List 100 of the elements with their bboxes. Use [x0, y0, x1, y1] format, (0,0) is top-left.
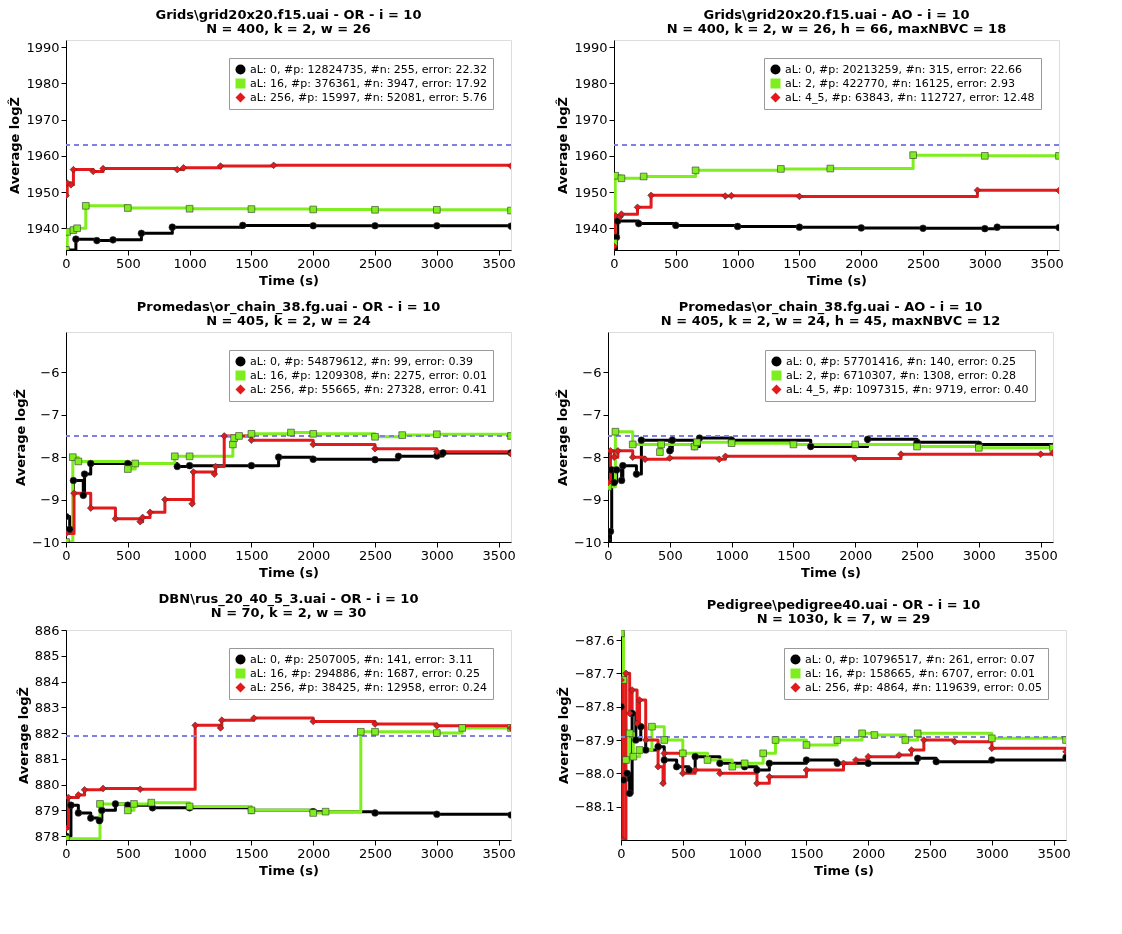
legend-label: aL: 16, #p: 376361, #n: 3947, error: 17.92: [250, 76, 487, 90]
x-tick-label: 3000: [962, 547, 996, 563]
legend-label: aL: 2, #p: 6710307, #n: 1308, error: 0.28: [786, 368, 1016, 382]
x-tick-label: 3000: [968, 255, 1002, 271]
x-axis-title: Time (s): [259, 272, 319, 288]
legend-label: aL: 4_5, #p: 63843, #n: 112727, error: 12.48: [785, 90, 1035, 104]
y-tick-label: 1980: [26, 75, 60, 91]
y-tick-label: 886: [34, 622, 60, 638]
x-tick-label: 500: [670, 845, 696, 861]
x-tick-label: 2000: [839, 547, 873, 563]
y-tick-label: −6: [40, 364, 60, 380]
x-tick-label: 2000: [297, 845, 331, 861]
x-axis-title: Time (s): [814, 862, 874, 878]
y-axis-title: Average logẐ: [15, 687, 31, 784]
chart-title: DBN\rus_20_40_5_3.uai - OR - i = 10: [158, 591, 419, 607]
y-tick-label: −7: [582, 407, 602, 423]
y-tick-label: 879: [34, 802, 60, 818]
legend-label: aL: 256, #p: 15997, #n: 52081, error: 5.76: [250, 90, 487, 104]
y-tick-label: −87.7: [574, 665, 615, 681]
legend-label: aL: 4_5, #p: 1097315, #n: 9719, error: 0.40: [786, 382, 1029, 396]
x-tick-label: 0: [604, 547, 613, 563]
legend-label: aL: 2, #p: 422770, #n: 16125, error: 2.93: [785, 76, 1015, 90]
y-tick-label: 1940: [574, 220, 608, 236]
x-tick-label: 3500: [482, 845, 516, 861]
x-tick-label: 1000: [721, 255, 755, 271]
x-tick-label: 3500: [482, 255, 516, 271]
y-tick-label: 881: [34, 751, 60, 767]
x-tick-label: 2500: [913, 845, 948, 861]
y-tick-label: 882: [34, 725, 60, 741]
x-tick-label: 1500: [235, 845, 269, 861]
x-tick-label: 1000: [728, 845, 762, 861]
x-tick-label: 3000: [420, 845, 454, 861]
x-tick-label: 1000: [173, 845, 207, 861]
x-tick-label: 1000: [715, 547, 749, 563]
x-tick-label: 2000: [297, 255, 331, 271]
x-tick-label: 500: [115, 255, 141, 271]
x-tick-label: 1000: [173, 547, 207, 563]
y-tick-label: −10: [32, 534, 60, 550]
x-tick-label: 500: [663, 255, 689, 271]
x-tick-label: 3500: [1030, 255, 1064, 271]
x-tick-label: 0: [617, 845, 626, 861]
y-tick-label: 1980: [574, 75, 608, 91]
chart-subtitle: N = 70, k = 2, w = 30: [210, 605, 367, 620]
x-tick-label: 0: [62, 255, 71, 271]
y-tick-label: −87.9: [574, 732, 615, 748]
y-axis-title: Average logẐ: [7, 97, 23, 194]
y-tick-label: −88.0: [574, 765, 615, 781]
y-tick-label: −9: [582, 492, 602, 508]
legend-label: aL: 0, #p: 2507005, #n: 141, error: 3.11: [250, 652, 473, 666]
x-tick-label: 2500: [900, 547, 935, 563]
y-axis-title: Average logẐ: [555, 687, 571, 784]
y-tick-label: 884: [34, 674, 60, 690]
x-axis-title: Time (s): [807, 272, 867, 288]
chart-subtitle: N = 1030, k = 7, w = 29: [756, 611, 931, 626]
chart-subtitle: N = 400, k = 2, w = 26: [206, 21, 371, 36]
y-axis-title: Average logẐ: [13, 389, 29, 486]
chart-subtitle: N = 400, k = 2, w = 26, h = 66, maxNBVC = 18: [666, 21, 1007, 36]
x-tick-label: 3500: [1037, 845, 1071, 861]
x-tick-label: 2500: [358, 255, 393, 271]
x-tick-label: 0: [62, 845, 71, 861]
x-tick-label: 1500: [783, 255, 817, 271]
x-tick-label: 500: [115, 845, 141, 861]
y-tick-label: −8: [40, 449, 60, 465]
y-tick-label: −9: [40, 492, 60, 508]
chart-title: Grids\grid20x20.f15.uai - OR - i = 10: [155, 7, 422, 22]
x-tick-label: 500: [657, 547, 683, 563]
y-tick-label: 1960: [574, 148, 608, 164]
x-tick-label: 2000: [297, 547, 331, 563]
y-tick-label: 1950: [26, 184, 60, 200]
legend-label: aL: 16, #p: 158665, #n: 6707, error: 0.01: [805, 666, 1035, 680]
x-axis-title: Time (s): [259, 862, 319, 878]
x-tick-label: 0: [610, 255, 619, 271]
x-tick-label: 0: [62, 547, 71, 563]
x-tick-label: 3000: [420, 255, 454, 271]
y-tick-label: 1970: [26, 112, 60, 128]
chart-title: Promedas\or_chain_38.fg.uai - OR - i = 10: [136, 299, 441, 315]
legend-label: aL: 0, #p: 10796517, #n: 261, error: 0.07: [805, 652, 1035, 666]
x-tick-label: 1500: [235, 255, 269, 271]
y-tick-label: −88.1: [574, 799, 615, 815]
x-tick-label: 2000: [852, 845, 886, 861]
x-tick-label: 2000: [845, 255, 879, 271]
chart-title: Promedas\or_chain_38.fg.uai - AO - i = 10: [678, 299, 983, 315]
y-tick-label: 1990: [26, 39, 60, 55]
legend-label: aL: 0, #p: 12824735, #n: 255, error: 22.32: [250, 62, 487, 76]
y-tick-label: 880: [34, 777, 60, 793]
legend-label: aL: 0, #p: 20213259, #n: 315, error: 22.66: [785, 62, 1022, 76]
y-tick-label: −87.8: [574, 699, 615, 715]
y-tick-label: 1970: [574, 112, 608, 128]
x-tick-label: 3500: [1024, 547, 1058, 563]
legend-label: aL: 256, #p: 4864, #n: 119639, error: 0.05: [805, 680, 1042, 694]
x-tick-label: 1500: [790, 845, 824, 861]
x-axis-title: Time (s): [801, 564, 861, 580]
legend-label: aL: 0, #p: 54879612, #n: 99, error: 0.39: [250, 354, 473, 368]
y-tick-label: −87.6: [574, 632, 615, 648]
y-tick-label: 1940: [26, 220, 60, 236]
y-axis-title: Average logẐ: [555, 97, 571, 194]
legend-label: aL: 256, #p: 55665, #n: 27328, error: 0.41: [250, 382, 487, 396]
x-axis-title: Time (s): [259, 564, 319, 580]
y-tick-label: −6: [582, 364, 602, 380]
x-tick-label: 1000: [173, 255, 207, 271]
